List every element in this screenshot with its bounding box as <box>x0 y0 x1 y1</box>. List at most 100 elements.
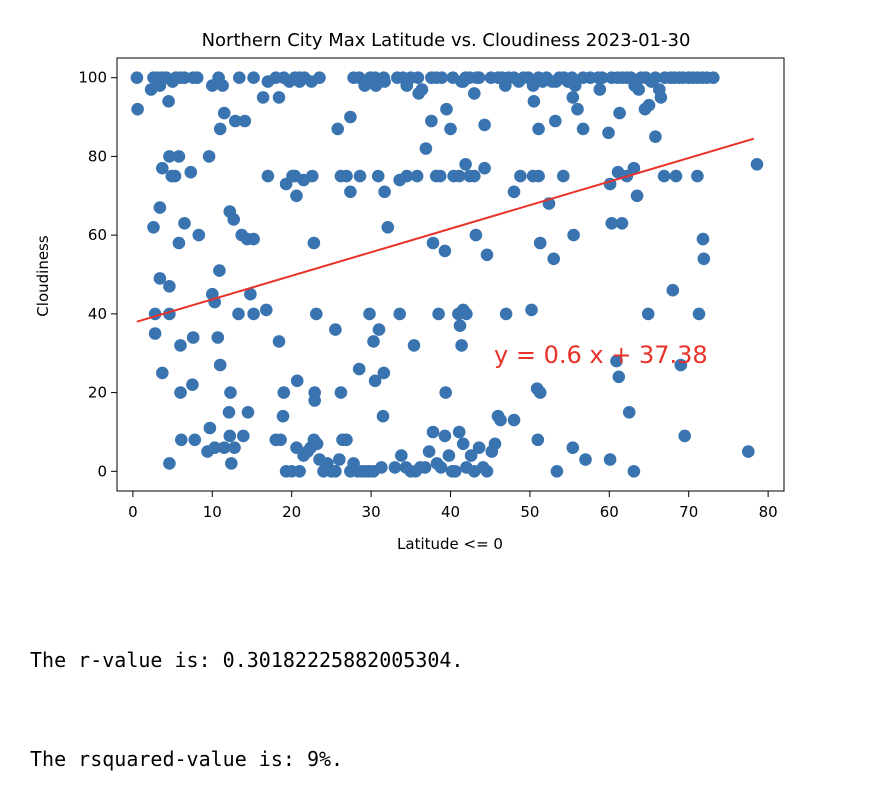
data-point-21 <box>233 71 246 84</box>
y-tick-label-20: 20 <box>88 384 107 402</box>
data-point-20 <box>229 114 242 128</box>
data-point-324 <box>550 465 564 478</box>
data-point-221 <box>692 307 706 321</box>
data-point-244 <box>377 366 391 380</box>
scatter-chart: Northern City Max Latitude vs. Cloudines… <box>34 30 785 553</box>
y-tick-label-40: 40 <box>88 305 107 323</box>
data-point-132 <box>168 169 182 183</box>
data-point-326 <box>579 453 592 466</box>
data-point-14 <box>190 71 204 84</box>
data-point-323 <box>531 433 545 447</box>
data-point-238 <box>290 374 304 388</box>
data-point-271 <box>274 433 287 447</box>
y-axis: 0 20 40 60 80 100 <box>78 69 117 480</box>
data-point-268 <box>228 441 241 455</box>
data-point-199 <box>163 280 176 293</box>
data-point-234 <box>186 378 199 392</box>
data-point-207 <box>232 307 245 321</box>
data-point-325 <box>566 441 580 455</box>
x-tick-label-40: 40 <box>441 503 460 521</box>
data-point-130 <box>163 150 176 163</box>
data-point-134 <box>184 165 198 179</box>
data-point-112 <box>532 122 545 136</box>
y-axis-title: Cloudiness <box>34 235 52 317</box>
data-point-24 <box>256 91 270 104</box>
data-point-118 <box>602 126 615 140</box>
data-point-119 <box>613 106 626 120</box>
data-point-154 <box>452 169 466 183</box>
data-point-106 <box>444 122 457 136</box>
data-point-138 <box>290 189 303 203</box>
data-point-305 <box>426 425 440 439</box>
data-point-317 <box>472 441 486 455</box>
data-point-191 <box>480 248 494 262</box>
data-point-144 <box>353 169 367 183</box>
y-tick-label-100: 100 <box>78 69 107 87</box>
data-point-286 <box>333 453 346 466</box>
data-point-190 <box>469 228 483 242</box>
data-point-267 <box>225 457 238 470</box>
data-point-232 <box>156 366 169 380</box>
data-point-180 <box>192 228 206 242</box>
data-point-245 <box>439 386 453 399</box>
data-point-322 <box>491 409 505 423</box>
data-point-256 <box>241 406 255 419</box>
data-point-177 <box>153 201 167 214</box>
data-point-146 <box>378 185 391 199</box>
data-point-125 <box>331 122 345 136</box>
data-point-331 <box>750 158 764 171</box>
data-point-159 <box>507 185 521 199</box>
data-point-104 <box>425 114 438 128</box>
data-point-198 <box>153 272 167 285</box>
data-point-158 <box>478 161 491 175</box>
data-point-170 <box>630 189 644 203</box>
data-point-135 <box>202 150 216 163</box>
data-point-263 <box>203 421 217 435</box>
data-point-288 <box>340 433 353 447</box>
rsquared-line: The rsquared-value is: 9%. <box>30 747 344 771</box>
data-point-185 <box>247 232 260 246</box>
data-point-220 <box>666 283 680 297</box>
data-point-52 <box>472 71 486 84</box>
data-point-27 <box>272 91 286 104</box>
data-point-240 <box>308 386 322 399</box>
data-point-252 <box>612 370 626 384</box>
regression-equation: y = 0.6 x + 37.38 <box>494 341 708 369</box>
data-point-110 <box>499 79 512 92</box>
data-point-1 <box>131 102 144 116</box>
data-point-105 <box>440 102 453 116</box>
data-point-226 <box>272 335 286 348</box>
data-point-124 <box>654 91 668 104</box>
data-point-76 <box>595 71 609 84</box>
data-point-254 <box>376 409 390 423</box>
data-point-176 <box>147 221 160 234</box>
data-point-280 <box>310 437 324 451</box>
data-point-140 <box>306 169 319 183</box>
data-point-258 <box>622 406 636 419</box>
data-point-126 <box>344 110 357 124</box>
data-point-116 <box>576 122 590 136</box>
x-tick-label-30: 30 <box>362 503 381 521</box>
data-point-194 <box>567 228 580 242</box>
data-point-114 <box>566 91 580 104</box>
data-point-328 <box>627 465 641 478</box>
data-point-179 <box>178 217 191 230</box>
data-point-303 <box>418 461 432 474</box>
data-point-315 <box>464 449 478 462</box>
data-point-222 <box>148 327 162 340</box>
data-point-233 <box>174 386 187 399</box>
data-point-0 <box>130 71 144 84</box>
points-layer <box>130 71 764 478</box>
data-point-22 <box>238 114 252 128</box>
r-value-line: The r-value is: 0.30182225882005304. <box>30 648 464 672</box>
data-point-109 <box>478 118 491 132</box>
data-point-46 <box>435 71 449 84</box>
y-tick-label-60: 60 <box>88 226 107 244</box>
data-point-128 <box>305 75 318 88</box>
data-point-182 <box>227 213 240 226</box>
data-point-42 <box>411 71 425 84</box>
data-point-218 <box>525 303 538 317</box>
data-point-216 <box>453 319 467 333</box>
x-tick-label-0: 0 <box>128 503 138 521</box>
x-tick-label-70: 70 <box>679 503 698 521</box>
